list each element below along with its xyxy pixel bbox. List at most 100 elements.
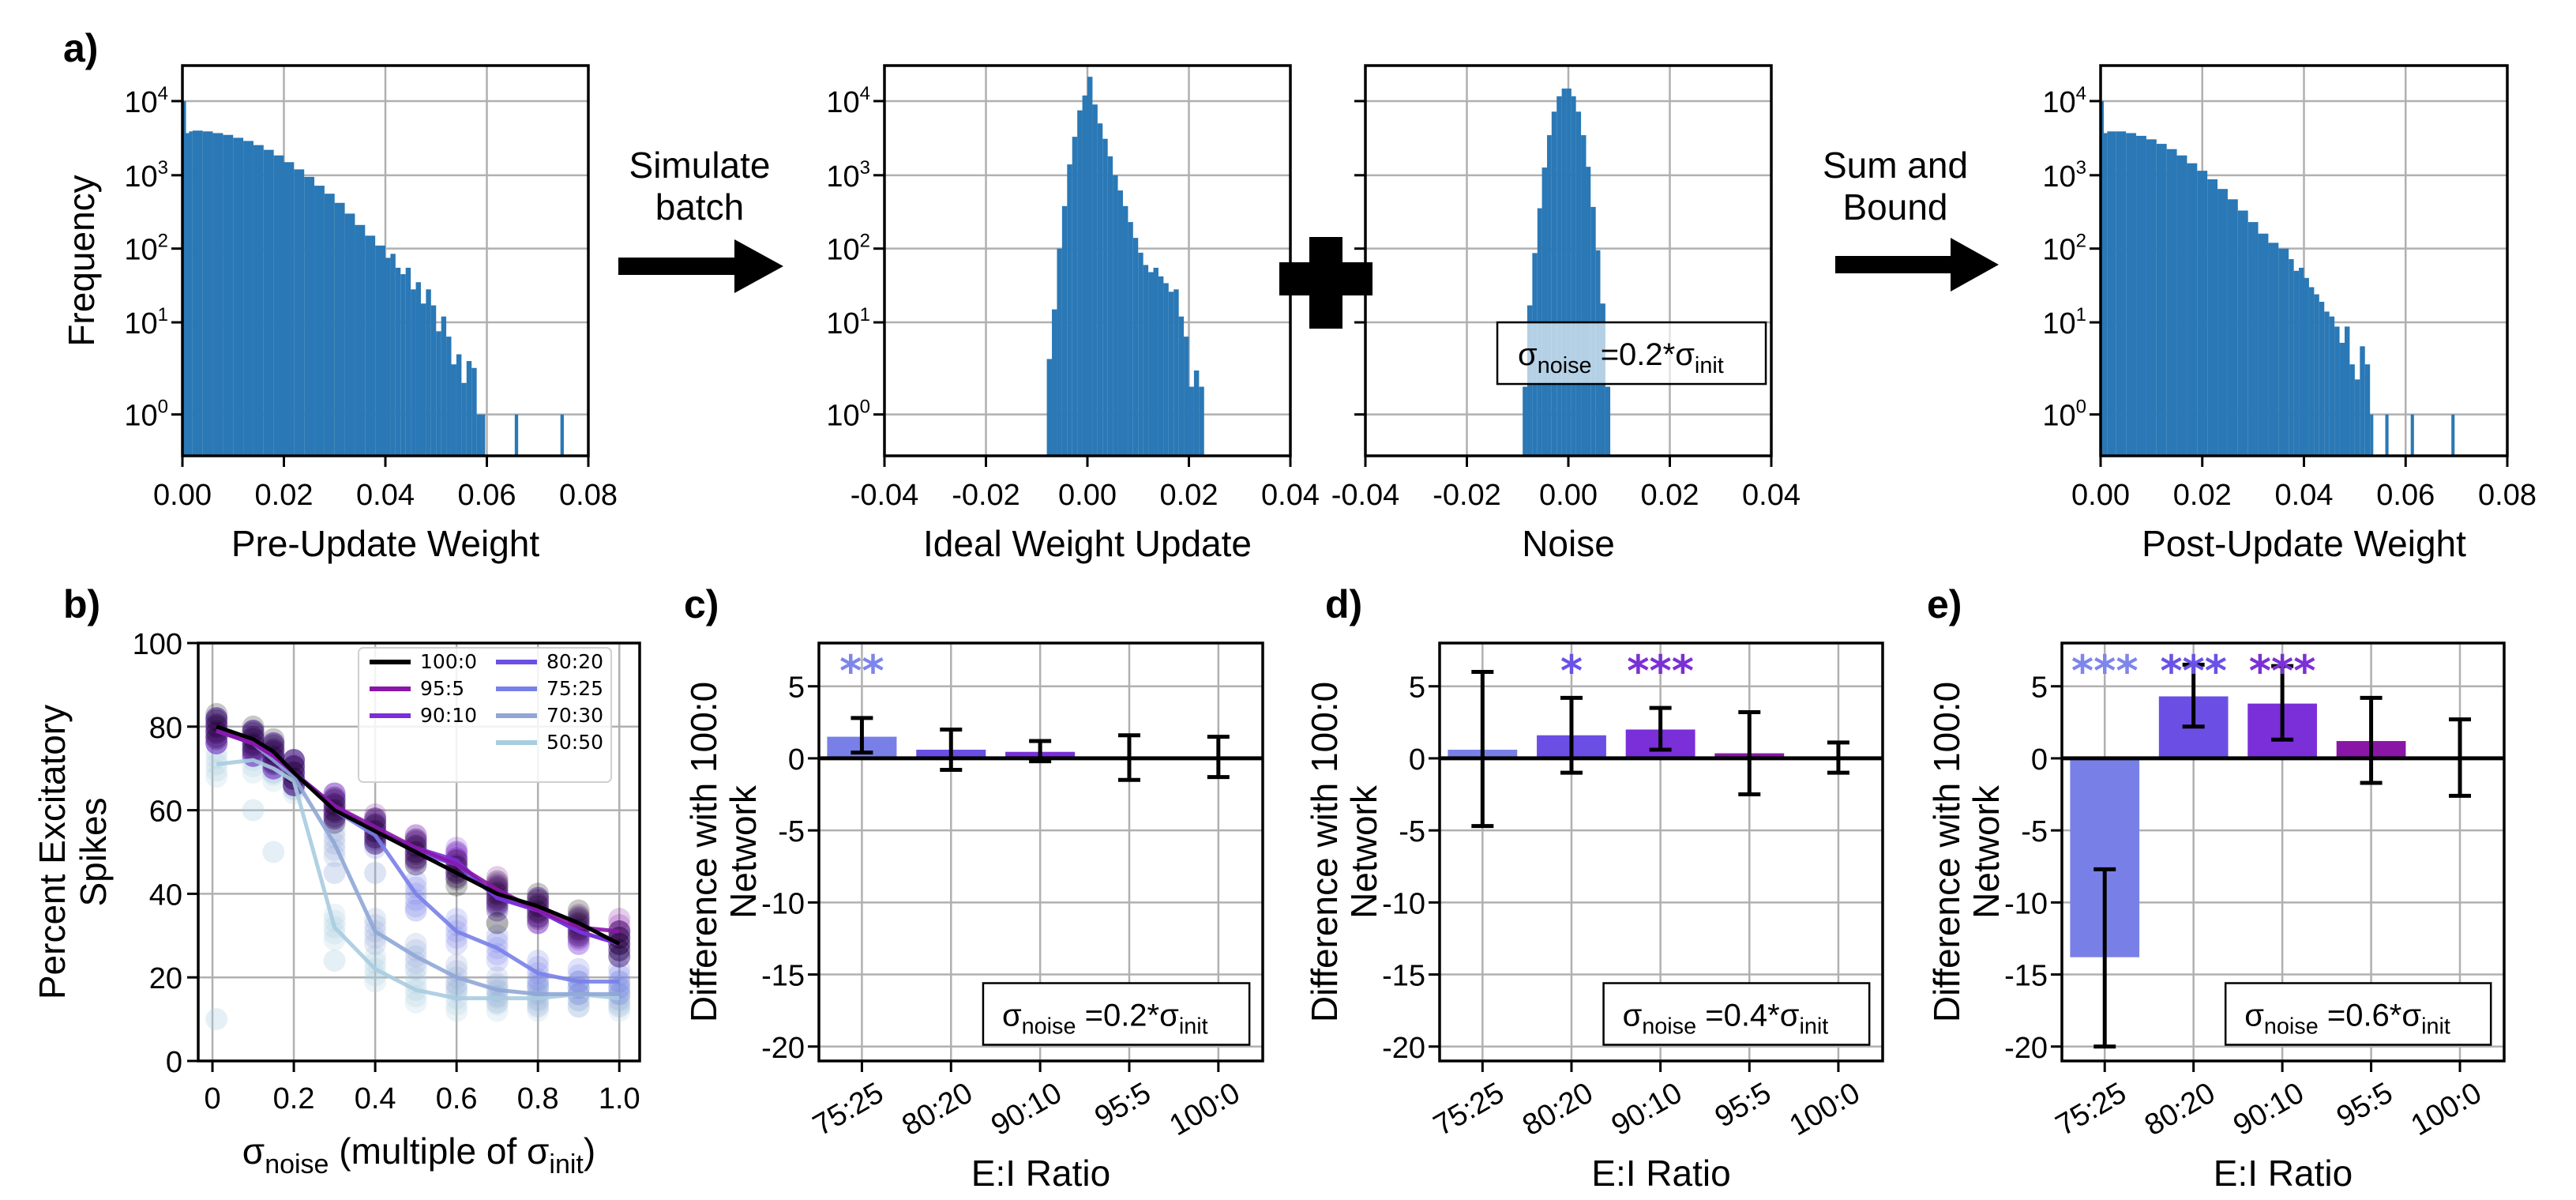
histogram-bar [415, 282, 421, 456]
scatter-point-80-20 [608, 945, 631, 968]
histogram-bar [1173, 289, 1179, 456]
y-axis-label: Difference with 100:0 [683, 682, 724, 1022]
scatter-point-50-50 [205, 766, 228, 788]
histogram-bar [2293, 270, 2300, 456]
histogram-bar [182, 100, 186, 456]
x-axis-label: E:I Ratio [1591, 1153, 1730, 1194]
y-tick-label: -10 [761, 887, 805, 920]
scatter-point-50-50 [205, 740, 228, 763]
annotation-text-part: =0.2*σ [1592, 337, 1695, 372]
tick-base: 10 [826, 160, 859, 194]
x-tick-label: 75:25 [808, 1076, 889, 1142]
scatter-point-75-25 [445, 914, 468, 937]
subscript: noise [265, 1149, 329, 1179]
noise-annotation: σnoise =0.6*σinit [2244, 998, 2450, 1039]
histogram-bar [1061, 205, 1068, 456]
histogram-bar [2319, 302, 2325, 456]
x-tick-label: 0.02 [1160, 479, 1219, 512]
x-tick-label: 0.00 [2071, 479, 2130, 512]
y-tick-label: -5 [1399, 815, 1425, 848]
histogram-bar [1184, 337, 1189, 456]
histogram-bar [2258, 233, 2269, 456]
scatter-point-75-25 [445, 932, 468, 955]
histogram-bar [2268, 243, 2279, 456]
histogram-bar [2304, 277, 2309, 456]
scatter-point-100-0 [323, 811, 346, 834]
histogram-bar [2364, 364, 2371, 456]
scatter-point-50-50 [242, 761, 265, 784]
y-tick-label: -20 [761, 1032, 805, 1065]
histogram-bar [1178, 316, 1185, 456]
x-axis-label: Pre-Update Weight [231, 523, 540, 564]
scatter-point-100-0 [262, 728, 285, 750]
histogram-bar [1097, 123, 1103, 456]
arrow-right-icon [1835, 238, 1999, 292]
tick-base: 10 [124, 160, 157, 194]
histogram-bar [1102, 138, 1108, 456]
histogram-bar [1188, 386, 1194, 456]
x-tick-label: -0.02 [1433, 479, 1501, 512]
significance-marker: *** [2071, 646, 2139, 696]
tick-exponent: 4 [158, 83, 168, 104]
scatter-point-95-5 [527, 912, 550, 935]
histogram-bar [1523, 386, 1527, 456]
x-tick-label: 95:5 [1710, 1076, 1777, 1134]
y-tick-label: -5 [778, 815, 805, 848]
annotation-text-part: =0.6*σ [2319, 998, 2422, 1033]
tick-base: 10 [2042, 307, 2075, 340]
label-part: σ [242, 1130, 265, 1172]
sum-label-line2: Bound [1842, 186, 1947, 228]
noise-annotation: σnoise =0.4*σinit [1623, 998, 1829, 1039]
scatter-point-100-0 [242, 715, 265, 738]
histogram-bar [192, 130, 203, 457]
tick-exponent: 4 [860, 83, 870, 104]
subscript: init [549, 1149, 584, 1179]
y-tick-label: 101 [826, 304, 870, 340]
histogram-bar [263, 149, 274, 457]
tick-exponent: 0 [2076, 397, 2086, 418]
y-tick-label: 100 [124, 397, 168, 433]
histogram-bar [1092, 104, 1098, 457]
x-tick-label: 0.02 [2173, 479, 2232, 512]
y-tick-label: 103 [124, 157, 168, 194]
annotation-text-part: =0.4*σ [1696, 998, 1800, 1033]
y-tick-label: 104 [124, 83, 168, 119]
sum-label-line1: Sum and [1823, 145, 1968, 186]
scatter-point-70-30 [445, 954, 468, 976]
histogram-bar [212, 133, 223, 456]
scatter-point-50-50 [445, 999, 468, 1022]
histogram-bar [476, 414, 483, 456]
panel-label-e: e) [1927, 582, 1962, 626]
scatter-point-80-20 [404, 853, 427, 876]
tick-base: 10 [826, 234, 859, 267]
histogram-bar [471, 367, 477, 456]
scatter-point-50-50 [567, 995, 590, 1018]
histogram-bar [253, 145, 264, 457]
arrow-right-icon [618, 239, 783, 293]
x-tick-label: 100:0 [1784, 1076, 1865, 1142]
label-part: ) [584, 1130, 595, 1172]
y-axis-label: Difference with 100:0 [1926, 682, 1967, 1022]
scatter-point-80-20 [608, 939, 631, 961]
legend-box [358, 647, 612, 783]
scatter-point-75-25 [486, 950, 509, 972]
y-tick-label: 103 [2042, 157, 2086, 194]
histogram-bar [1077, 110, 1083, 456]
tick-exponent: 0 [158, 397, 168, 418]
x-tick-label: 95:5 [2331, 1076, 2398, 1134]
tick-base: 10 [2042, 160, 2075, 194]
scatter-point-95-5 [364, 803, 387, 826]
tick-exponent: 3 [2076, 157, 2086, 179]
tick-exponent: 1 [860, 304, 870, 325]
series-line-70-30 [216, 728, 620, 996]
histogram-bar [451, 364, 456, 456]
significance-marker: ** [839, 646, 884, 696]
y-axis-label: Network [723, 784, 764, 919]
histogram-bar [2103, 133, 2108, 456]
histogram-bar [466, 361, 472, 456]
histogram-bar [2197, 171, 2208, 457]
x-axis-label: σnoise (multiple of σinit) [242, 1130, 595, 1179]
legend: 100:0 95:5 90:10 80:20 75:25 70:30 50:50 [358, 647, 612, 783]
histogram-bar [1107, 156, 1113, 456]
annotation-box [1496, 321, 1767, 386]
